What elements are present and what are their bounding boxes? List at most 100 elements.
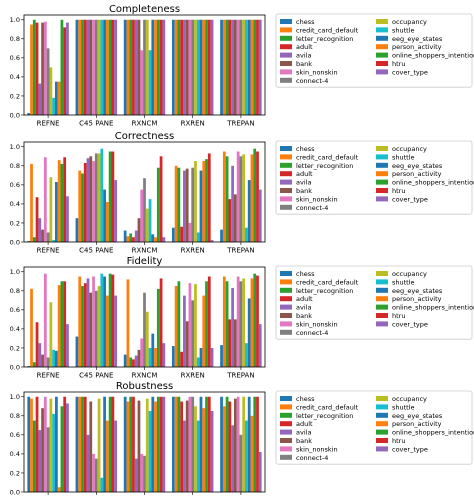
legend-swatch bbox=[280, 429, 292, 435]
bar-htru bbox=[111, 396, 115, 492]
bar-skin_nonskin bbox=[236, 19, 240, 116]
bar-online_shoppers_intention bbox=[253, 148, 257, 242]
bar-credit_card_default bbox=[126, 401, 130, 492]
legend-label: cover_type bbox=[392, 445, 428, 453]
bar-chess bbox=[75, 218, 79, 242]
x-tick-label: C45 PANE bbox=[79, 120, 113, 128]
bar-adult bbox=[180, 401, 184, 492]
legend-label: letter_recognition bbox=[296, 162, 353, 170]
bar-cover_type bbox=[258, 19, 262, 116]
bar-letter_recognition bbox=[225, 396, 229, 492]
legend-label: shuttle bbox=[392, 278, 415, 286]
legend: chesscredit_card_defaultletter_recogniti… bbox=[275, 390, 474, 465]
legend: chesscredit_card_defaultletter_recogniti… bbox=[275, 140, 474, 215]
bar-bank bbox=[137, 349, 141, 367]
bar-adult bbox=[35, 322, 39, 367]
bar-connect-4 bbox=[143, 178, 146, 242]
bar-chess bbox=[27, 366, 31, 367]
bar-occupancy bbox=[194, 19, 197, 116]
bar-occupancy bbox=[194, 161, 197, 242]
legend-label: htru bbox=[392, 312, 405, 320]
legend-swatch bbox=[376, 313, 388, 318]
bar-online_shoppers_intention bbox=[60, 163, 64, 242]
bar-letter_recognition bbox=[81, 173, 84, 242]
bar-occupancy bbox=[97, 286, 101, 367]
y-tick-label: 0.8 bbox=[10, 35, 20, 43]
bar-occupancy bbox=[97, 19, 101, 116]
y-axis: 0.0 0.2 0.4 0.6 0.8 1.0 bbox=[10, 393, 24, 496]
bar-bank bbox=[185, 321, 189, 367]
y-tick-label: 0.0 bbox=[10, 488, 20, 496]
y-axis: 0.0 0.2 0.4 0.6 0.8 1.0 bbox=[10, 268, 24, 371]
legend-swatch bbox=[376, 171, 388, 177]
bar-person_activity bbox=[250, 19, 254, 116]
legend-swatch bbox=[280, 421, 292, 427]
bar-bank bbox=[89, 401, 93, 492]
legend-swatch bbox=[280, 61, 292, 66]
legend-swatch bbox=[280, 396, 292, 401]
bar-adult bbox=[228, 19, 232, 116]
bar-letter_recognition bbox=[129, 396, 133, 492]
legend-label: letter_recognition bbox=[296, 287, 353, 295]
bar-skin_nonskin bbox=[92, 19, 95, 116]
bar-letter_recognition bbox=[225, 19, 229, 116]
legend-swatch bbox=[376, 44, 388, 50]
bar-person_activity bbox=[250, 154, 254, 242]
legend-label: bank bbox=[296, 312, 312, 320]
bar-letter_recognition bbox=[177, 396, 181, 492]
bar-htru bbox=[207, 153, 211, 242]
bar-occupancy bbox=[49, 177, 53, 242]
legend-label: bank bbox=[296, 187, 312, 195]
legend-swatch bbox=[376, 162, 388, 168]
y-tick-label: 0.6 bbox=[10, 181, 20, 189]
bar-chess bbox=[171, 227, 175, 242]
y-tick-label: 0.0 bbox=[10, 238, 20, 246]
legend-swatch bbox=[376, 438, 388, 443]
bar-eeg_eye_states bbox=[151, 19, 155, 116]
bar-letter_recognition bbox=[177, 19, 181, 116]
bar-credit_card_default bbox=[78, 396, 82, 492]
legend: chesscredit_card_defaultletter_recogniti… bbox=[275, 13, 474, 88]
bar-online_shoppers_intention bbox=[108, 273, 112, 367]
bar-online_shoppers_intention bbox=[156, 167, 160, 242]
bar-skin_nonskin bbox=[92, 276, 95, 367]
legend-swatch bbox=[376, 296, 388, 302]
legend-label: skin_nonskin bbox=[296, 445, 338, 453]
bar-eeg_eye_states bbox=[103, 276, 106, 367]
bar-eeg_eye_states bbox=[103, 396, 106, 492]
bar-credit_card_default bbox=[30, 398, 33, 492]
legend-swatch bbox=[376, 19, 388, 24]
legend-swatch bbox=[376, 271, 388, 276]
legend-label: cover_type bbox=[392, 320, 428, 328]
legend-swatch bbox=[280, 412, 292, 418]
bar-avila bbox=[134, 19, 138, 116]
y-tick-label: 0.2 bbox=[10, 344, 20, 352]
bar-bank bbox=[89, 156, 93, 242]
bar-cover_type bbox=[66, 22, 69, 115]
legend-swatch bbox=[280, 171, 292, 177]
legend-swatch bbox=[376, 154, 388, 160]
bar-avila bbox=[231, 19, 234, 116]
bar-person_activity bbox=[57, 160, 61, 242]
bar-online_shoppers_intention bbox=[253, 273, 257, 367]
bar-htru bbox=[256, 151, 259, 242]
legend-swatch bbox=[376, 146, 388, 151]
bar-chess bbox=[75, 336, 79, 367]
bar-skin_nonskin bbox=[140, 189, 144, 242]
bar-credit_card_default bbox=[222, 151, 226, 242]
legend-swatch bbox=[280, 27, 292, 33]
bar-letter_recognition bbox=[177, 167, 181, 242]
bar-htru bbox=[207, 19, 211, 116]
bar-htru bbox=[63, 396, 67, 492]
bar-skin_nonskin bbox=[236, 396, 240, 492]
bars bbox=[27, 19, 262, 116]
legend-label: chess bbox=[296, 270, 315, 278]
bar-bank bbox=[41, 229, 44, 242]
legend-swatch bbox=[376, 429, 388, 435]
bar-eeg_eye_states bbox=[55, 396, 58, 492]
bar-avila bbox=[183, 19, 186, 116]
panel-correctness: Correctness 0.0 0.2 0.4 0.6 0.8 1.0 REFNE C45 PA… bbox=[10, 131, 474, 255]
legend-label: avila bbox=[296, 304, 311, 312]
legend-label: connect-4 bbox=[296, 204, 328, 212]
